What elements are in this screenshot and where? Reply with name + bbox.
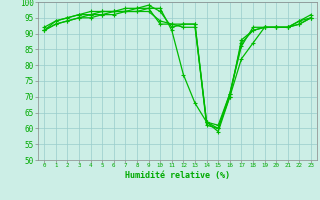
X-axis label: Humidité relative (%): Humidité relative (%) [125,171,230,180]
